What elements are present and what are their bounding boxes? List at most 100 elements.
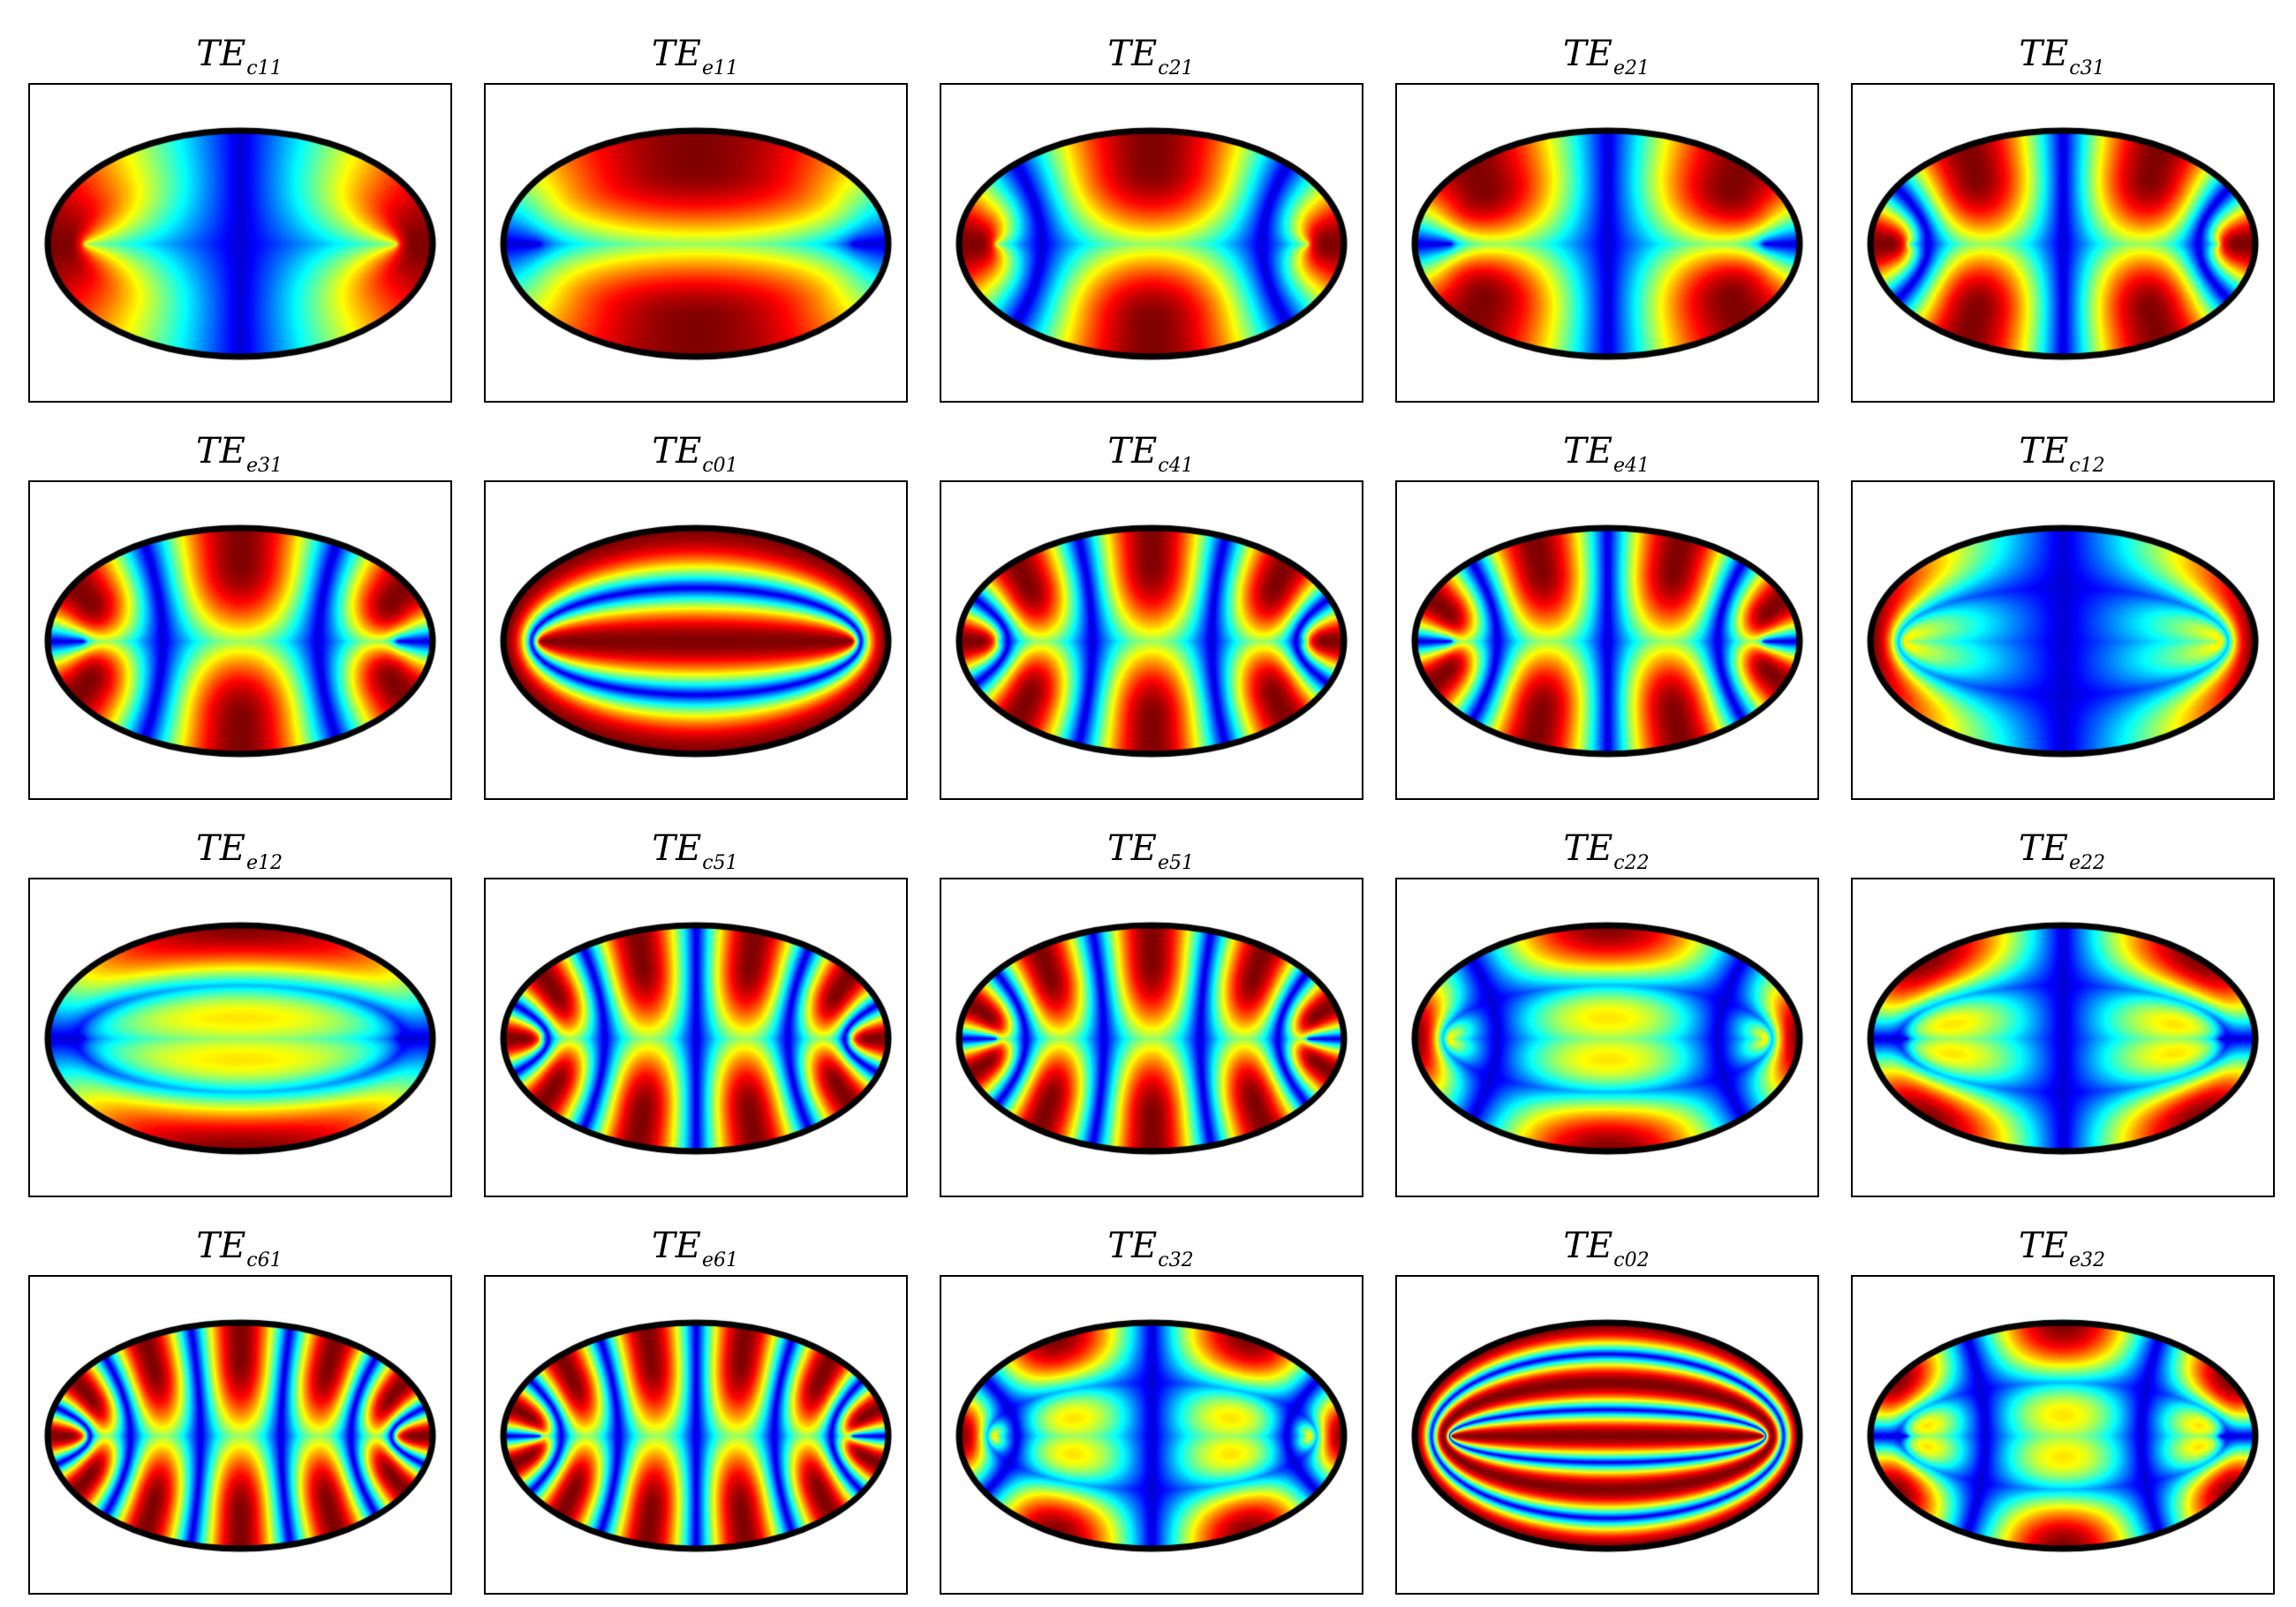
panel-title-main: TE xyxy=(652,828,702,869)
panel-title: TEe61 xyxy=(484,1217,906,1275)
panel-title-main: TE xyxy=(196,1226,246,1266)
mode-panel: TEe31 xyxy=(28,422,452,800)
mode-panel: TEe12 xyxy=(28,819,452,1197)
panel-title-main: TE xyxy=(2019,1226,2068,1266)
panel-frame xyxy=(484,480,908,800)
panel-title: TEc32 xyxy=(940,1217,1362,1275)
panel-title-main: TE xyxy=(1563,1226,1613,1266)
panel-frame xyxy=(1851,878,2275,1197)
field-pattern-heatmap xyxy=(486,879,906,1196)
panel-title: TEc12 xyxy=(1851,422,2273,480)
panel-title: TEc61 xyxy=(28,1217,450,1275)
panel-title-main: TE xyxy=(1563,828,1613,869)
panel-frame xyxy=(1851,480,2275,800)
field-pattern-heatmap xyxy=(30,85,450,401)
panel-title: TEe51 xyxy=(940,819,1362,878)
panel-title-main: TE xyxy=(2019,34,2069,74)
panel-frame xyxy=(1395,480,1819,800)
panel-frame xyxy=(28,480,452,800)
panel-title-main: TE xyxy=(1107,431,1158,472)
panel-title-subscript: c12 xyxy=(2069,455,2105,477)
field-pattern-heatmap xyxy=(941,482,1362,798)
panel-title-subscript: c01 xyxy=(702,455,738,477)
panel-title-subscript: e22 xyxy=(2068,852,2105,874)
mode-panel: TEc21 xyxy=(940,25,1363,403)
mode-panel: TEc61 xyxy=(28,1217,452,1595)
panel-frame xyxy=(940,480,1363,800)
panel-title-subscript: e41 xyxy=(1612,455,1650,477)
panel-title-main: TE xyxy=(1563,34,1612,74)
field-pattern-heatmap xyxy=(30,482,450,798)
mode-panel: TEc01 xyxy=(484,422,908,800)
panel-frame xyxy=(940,83,1363,403)
panel-title: TEe22 xyxy=(1851,819,2273,878)
field-pattern-heatmap xyxy=(941,85,1362,401)
panel-title: TEc01 xyxy=(484,422,906,480)
mode-panel: TEe51 xyxy=(940,819,1363,1197)
field-pattern-heatmap xyxy=(1853,879,2273,1196)
mode-panel: TEc51 xyxy=(484,819,908,1197)
panel-title-subscript: c21 xyxy=(1158,57,1194,79)
panel-title-subscript: c61 xyxy=(246,1249,283,1271)
panel-title: TEc31 xyxy=(1851,25,2273,83)
panel-frame xyxy=(484,878,908,1197)
panel-title-subscript: c02 xyxy=(1613,1249,1650,1271)
mode-panel: TEc41 xyxy=(940,422,1363,800)
field-pattern-heatmap xyxy=(1853,1277,2273,1593)
panel-title: TEe31 xyxy=(28,422,450,480)
field-pattern-heatmap xyxy=(1397,1277,1817,1593)
panel-title-main: TE xyxy=(1107,34,1158,74)
field-pattern-heatmap xyxy=(1397,85,1817,401)
panel-title-main: TE xyxy=(196,828,245,869)
panel-title: TEe21 xyxy=(1395,25,1817,83)
mode-panel: TEc22 xyxy=(1395,819,1819,1197)
mode-panel: TEc11 xyxy=(28,25,452,403)
panel-title-subscript: e61 xyxy=(701,1249,738,1271)
panel-title-subscript: e11 xyxy=(701,57,738,79)
panel-frame xyxy=(28,1275,452,1595)
panel-title-main: TE xyxy=(652,1226,701,1266)
panel-frame xyxy=(1395,83,1819,403)
panel-title: TEe41 xyxy=(1395,422,1817,480)
field-pattern-heatmap xyxy=(941,1277,1362,1593)
panel-title: TEc21 xyxy=(940,25,1362,83)
panel-title: TEe32 xyxy=(1851,1217,2273,1275)
panel-frame xyxy=(484,1275,908,1595)
mode-panel: TEe41 xyxy=(1395,422,1819,800)
field-pattern-heatmap xyxy=(30,879,450,1196)
panel-title-main: TE xyxy=(1107,828,1157,869)
panel-frame xyxy=(28,878,452,1197)
panel-title-main: TE xyxy=(2019,828,2068,869)
panel-title: TEe11 xyxy=(484,25,906,83)
mode-panel: TEc02 xyxy=(1395,1217,1819,1595)
field-pattern-heatmap xyxy=(486,1277,906,1593)
panel-frame xyxy=(940,878,1363,1197)
mode-panel: TEe11 xyxy=(484,25,908,403)
panel-title-subscript: c32 xyxy=(1158,1249,1194,1271)
mode-panel: TEc32 xyxy=(940,1217,1363,1595)
panel-title: TEc11 xyxy=(28,25,450,83)
panel-title-subscript: e31 xyxy=(245,455,283,477)
field-pattern-heatmap xyxy=(1853,85,2273,401)
field-pattern-heatmap xyxy=(1397,482,1817,798)
mode-panel: TEe32 xyxy=(1851,1217,2275,1595)
mode-panel: TEe21 xyxy=(1395,25,1819,403)
panel-title-subscript: c31 xyxy=(2069,57,2105,79)
panel-title: TEc51 xyxy=(484,819,906,878)
panel-title-subscript: e32 xyxy=(2068,1249,2105,1271)
field-pattern-heatmap xyxy=(30,1277,450,1593)
panel-title-main: TE xyxy=(196,34,246,74)
panel-frame xyxy=(1851,83,2275,403)
mode-panel: TEe61 xyxy=(484,1217,908,1595)
panel-title-subscript: c41 xyxy=(1158,455,1194,477)
field-pattern-heatmap xyxy=(1397,879,1817,1196)
panel-title: TEc22 xyxy=(1395,819,1817,878)
panel-title-subscript: c51 xyxy=(702,852,738,874)
field-pattern-heatmap xyxy=(486,482,906,798)
panel-title-subscript: e12 xyxy=(245,852,283,874)
panel-title-subscript: c22 xyxy=(1613,852,1650,874)
mode-panel: TEc12 xyxy=(1851,422,2275,800)
mode-panel: TEc31 xyxy=(1851,25,2275,403)
panel-title: TEe12 xyxy=(28,819,450,878)
